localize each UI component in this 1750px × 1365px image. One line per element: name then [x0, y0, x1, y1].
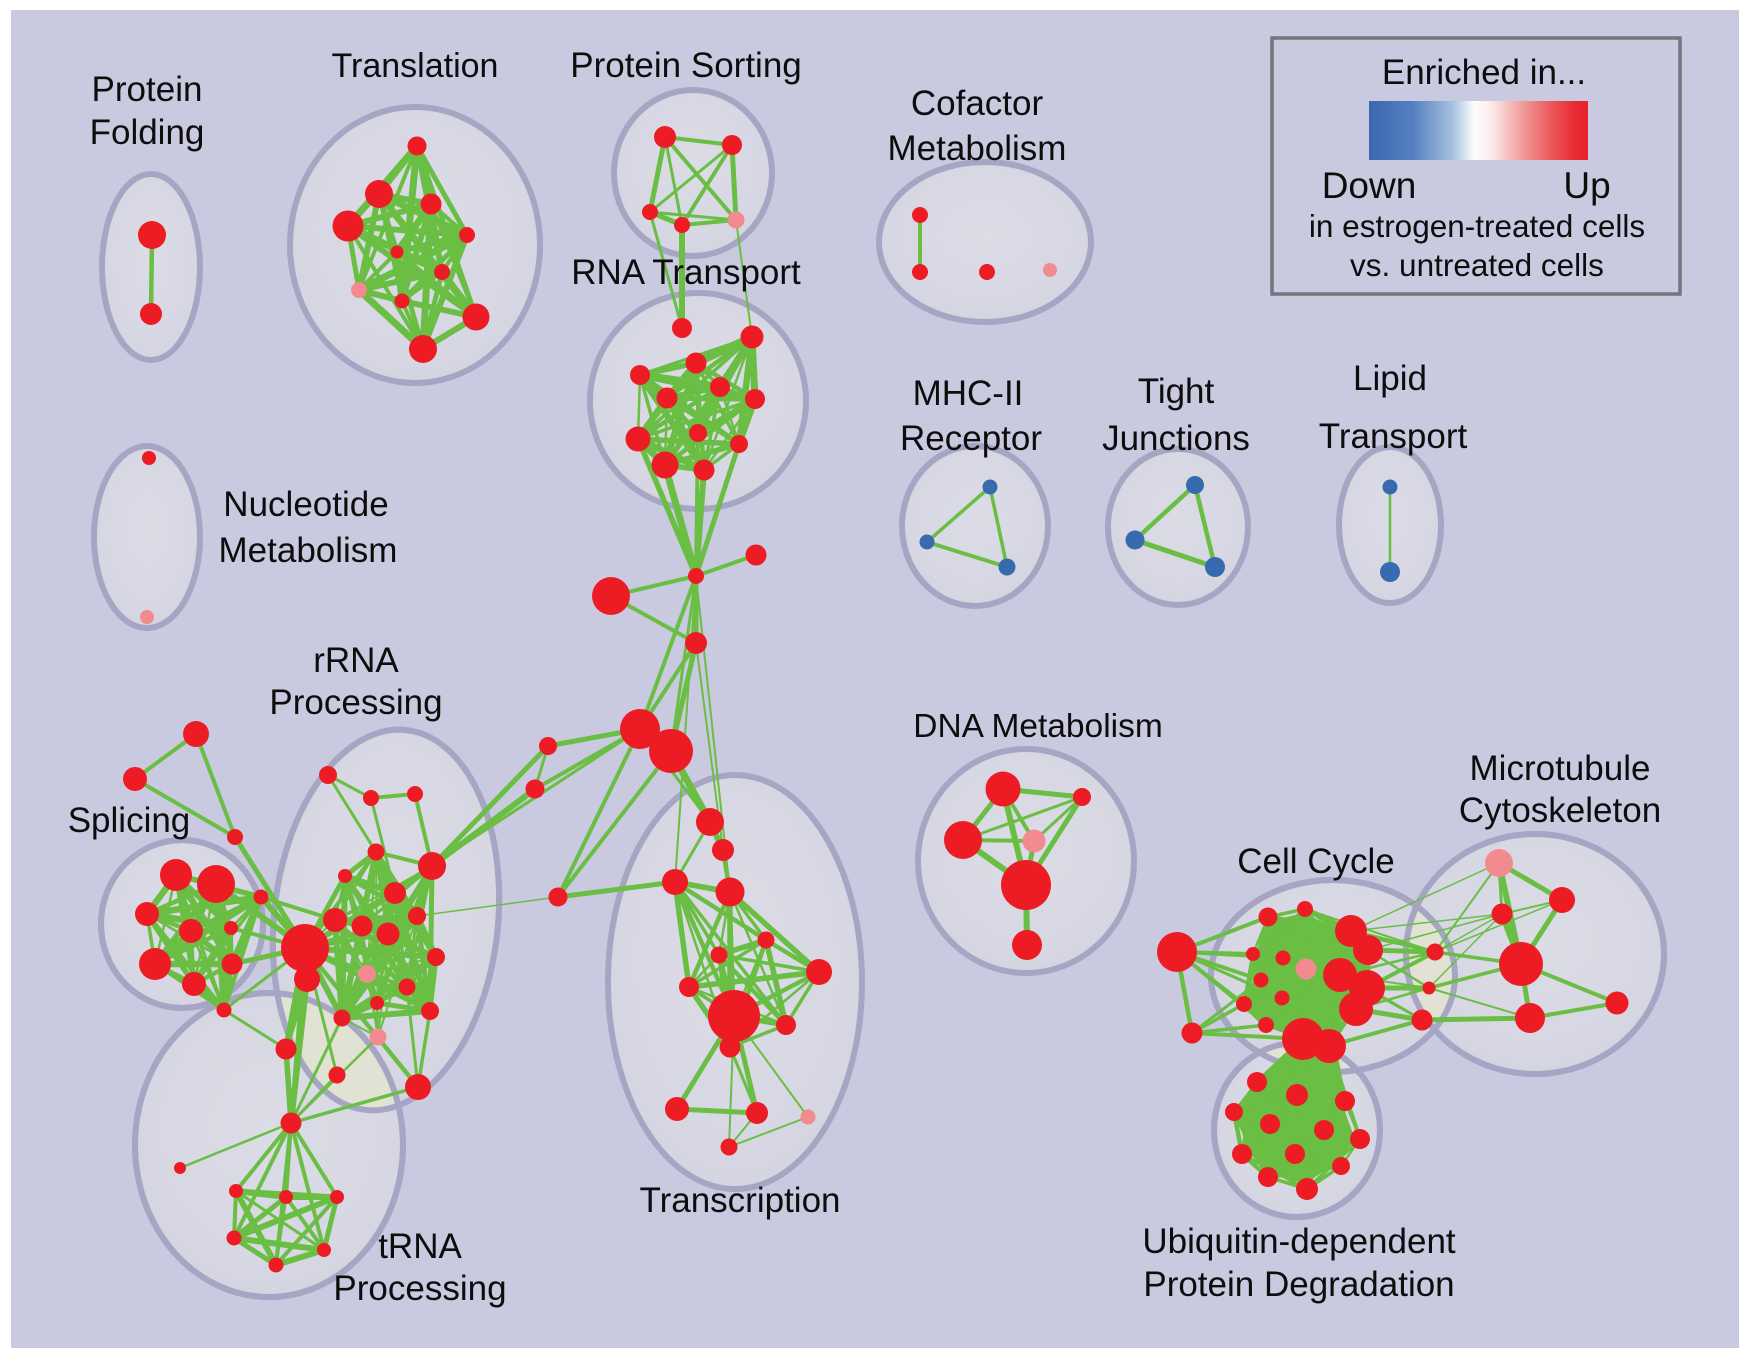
svg-text:Microtubule: Microtubule — [1470, 749, 1651, 788]
svg-text:Processing: Processing — [333, 1269, 506, 1308]
svg-text:Translation: Translation — [332, 47, 499, 85]
svg-text:Cytoskeleton: Cytoskeleton — [1459, 791, 1661, 830]
svg-text:Transport: Transport — [1319, 417, 1468, 456]
svg-text:Transcription: Transcription — [640, 1181, 841, 1220]
svg-text:tRNA: tRNA — [378, 1227, 462, 1266]
svg-text:Protein Degradation: Protein Degradation — [1143, 1265, 1454, 1304]
svg-text:Tight: Tight — [1138, 372, 1215, 411]
svg-text:Protein Sorting: Protein Sorting — [570, 46, 802, 85]
svg-text:Junctions: Junctions — [1102, 419, 1250, 458]
svg-text:DNA Metabolism: DNA Metabolism — [913, 708, 1162, 745]
svg-text:Cell Cycle: Cell Cycle — [1237, 842, 1395, 881]
svg-text:Ubiquitin-dependent: Ubiquitin-dependent — [1142, 1222, 1456, 1261]
svg-text:Up: Up — [1563, 165, 1610, 206]
svg-text:Lipid: Lipid — [1353, 359, 1427, 398]
svg-text:Metabolism: Metabolism — [219, 531, 398, 570]
svg-text:Folding: Folding — [90, 113, 205, 152]
svg-text:vs. untreated cells: vs. untreated cells — [1350, 247, 1604, 283]
svg-text:rRNA: rRNA — [313, 641, 399, 680]
svg-text:Splicing: Splicing — [68, 801, 191, 840]
svg-text:Receptor: Receptor — [900, 419, 1042, 458]
svg-text:Protein: Protein — [92, 70, 203, 109]
svg-text:Cofactor: Cofactor — [911, 84, 1044, 123]
svg-text:Metabolism: Metabolism — [888, 129, 1067, 168]
svg-text:Enriched in...: Enriched in... — [1382, 53, 1586, 92]
svg-text:Processing: Processing — [269, 683, 442, 722]
svg-text:RNA Transport: RNA Transport — [571, 253, 801, 292]
svg-text:Nucleotide: Nucleotide — [223, 485, 388, 524]
svg-text:in estrogen-treated cells: in estrogen-treated cells — [1309, 208, 1645, 244]
svg-text:Down: Down — [1322, 165, 1417, 206]
svg-text:MHC-II: MHC-II — [913, 374, 1024, 413]
